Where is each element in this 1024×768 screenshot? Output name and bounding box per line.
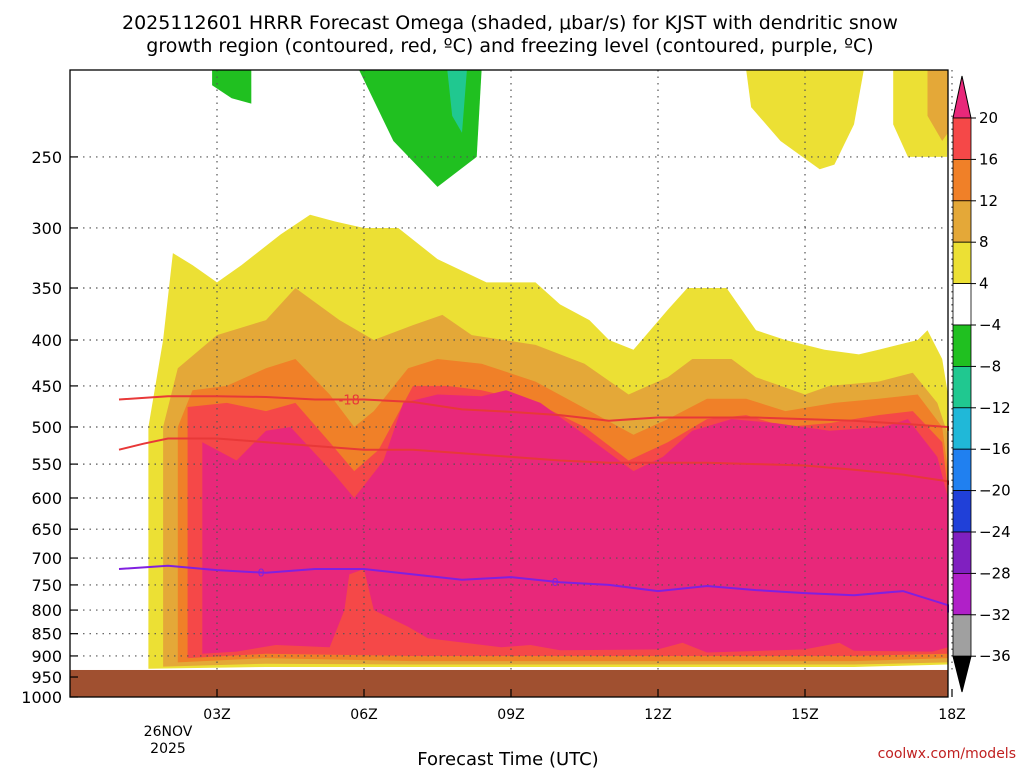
colorbar-swatch	[952, 365, 972, 409]
x-tick-label: 06Z	[350, 707, 377, 723]
colorbar-bottom-arrow	[952, 655, 972, 693]
y-tick-label: 700	[31, 549, 62, 568]
y-tick-label: 400	[31, 331, 62, 350]
x-axis-date-line2: 2025	[150, 741, 186, 757]
colorbar-swatch	[952, 200, 972, 243]
y-tick-label: 500	[31, 418, 62, 437]
omega-region-7	[927, 70, 948, 141]
colorbar-swatch	[952, 117, 972, 160]
x-axis-date-line1: 26NOV	[144, 724, 193, 740]
colorbar-swatch	[952, 573, 972, 616]
colorbar-label: −16	[979, 440, 1011, 458]
x-tick-label: 03Z	[203, 707, 230, 723]
colorbar-swatch	[952, 241, 972, 284]
colorbar: 20 16 12 8 4 −4 −8 −12 −16 −20 −24 −28 −32 −36	[952, 75, 1011, 693]
freezing-level-label-1: 0	[552, 576, 559, 589]
y-tick-label: 750	[31, 576, 62, 595]
x-tick-label: 09Z	[497, 707, 524, 723]
y-tick-label: 450	[31, 377, 62, 396]
y-tick-label: 800	[31, 601, 62, 620]
credit-text: coolwx.com/models	[878, 746, 1016, 762]
colorbar-label: −12	[979, 399, 1011, 417]
x-tick-label: 12Z	[644, 707, 671, 723]
colorbar-label: −4	[979, 316, 1001, 334]
colorbar-swatch	[952, 324, 972, 367]
x-axis-ticks: 03Z 06Z 09Z 12Z 15Z 18Z	[203, 689, 966, 723]
y-tick-label: 600	[31, 489, 62, 508]
freezing-level-line	[118, 564, 949, 613]
omega-region-10	[447, 70, 467, 133]
colorbar-swatch	[952, 490, 972, 533]
plot-area: -18 0 0	[69, 69, 953, 698]
colorbar-top-arrow	[952, 75, 972, 119]
colorbar-label: −28	[979, 564, 1011, 582]
chart-title: 2025112601 HRRR Forecast Omega (shaded, …	[122, 12, 898, 57]
freezing-level-label-0: 0	[258, 567, 265, 580]
underground-fill	[70, 669, 948, 697]
colorbar-label: 16	[979, 150, 998, 168]
colorbar-label: −20	[979, 482, 1011, 500]
omega-region-5	[746, 70, 864, 170]
colorbar-swatch	[952, 158, 972, 202]
x-axis-label: Forecast Time (UTC)	[417, 749, 598, 768]
omega-region-4	[202, 390, 949, 654]
y-tick-label: 850	[31, 625, 62, 644]
y-tick-label: 550	[31, 455, 62, 474]
y-tick-label: 350	[31, 279, 62, 298]
colorbar-swatch	[952, 448, 972, 492]
colorbar-label: −32	[979, 606, 1011, 624]
colorbar-label: −36	[979, 647, 1011, 665]
colorbar-label: 20	[979, 109, 998, 127]
y-tick-label: 250	[31, 148, 62, 167]
colorbar-label: −8	[979, 357, 1001, 375]
x-tick-label: 18Z	[938, 707, 965, 723]
y-tick-label: 900	[31, 647, 62, 666]
omega-region-9	[212, 70, 252, 104]
colorbar-swatch	[952, 614, 972, 657]
y-axis-ticks: 250 300 350 400 450 500 550 600 650 700 750 800 850 9…	[21, 148, 78, 707]
plot-frame	[69, 69, 949, 698]
dgz-contour-label: -18	[339, 394, 360, 409]
colorbar-label: 8	[979, 233, 989, 251]
x-tick-label: 15Z	[791, 707, 818, 723]
y-tick-label: 950	[31, 668, 62, 687]
colorbar-label: 4	[979, 275, 989, 293]
dgz-contour-0	[118, 395, 949, 431]
colorbar-label: 12	[979, 192, 998, 210]
colorbar-swatch	[952, 407, 972, 450]
y-tick-label: 300	[31, 219, 62, 238]
chart-title-line1: 2025112601 HRRR Forecast Omega (shaded, …	[122, 12, 898, 34]
colorbar-label: −24	[979, 523, 1011, 541]
y-tick-label: 1000	[21, 688, 62, 707]
y-tick-label: 650	[31, 520, 62, 539]
colorbar-swatch	[952, 531, 972, 574]
chart-title-line2: growth region (contoured, red, ºC) and f…	[146, 35, 873, 57]
colorbar-swatch	[952, 283, 972, 326]
dgz-contour-1	[118, 437, 949, 485]
